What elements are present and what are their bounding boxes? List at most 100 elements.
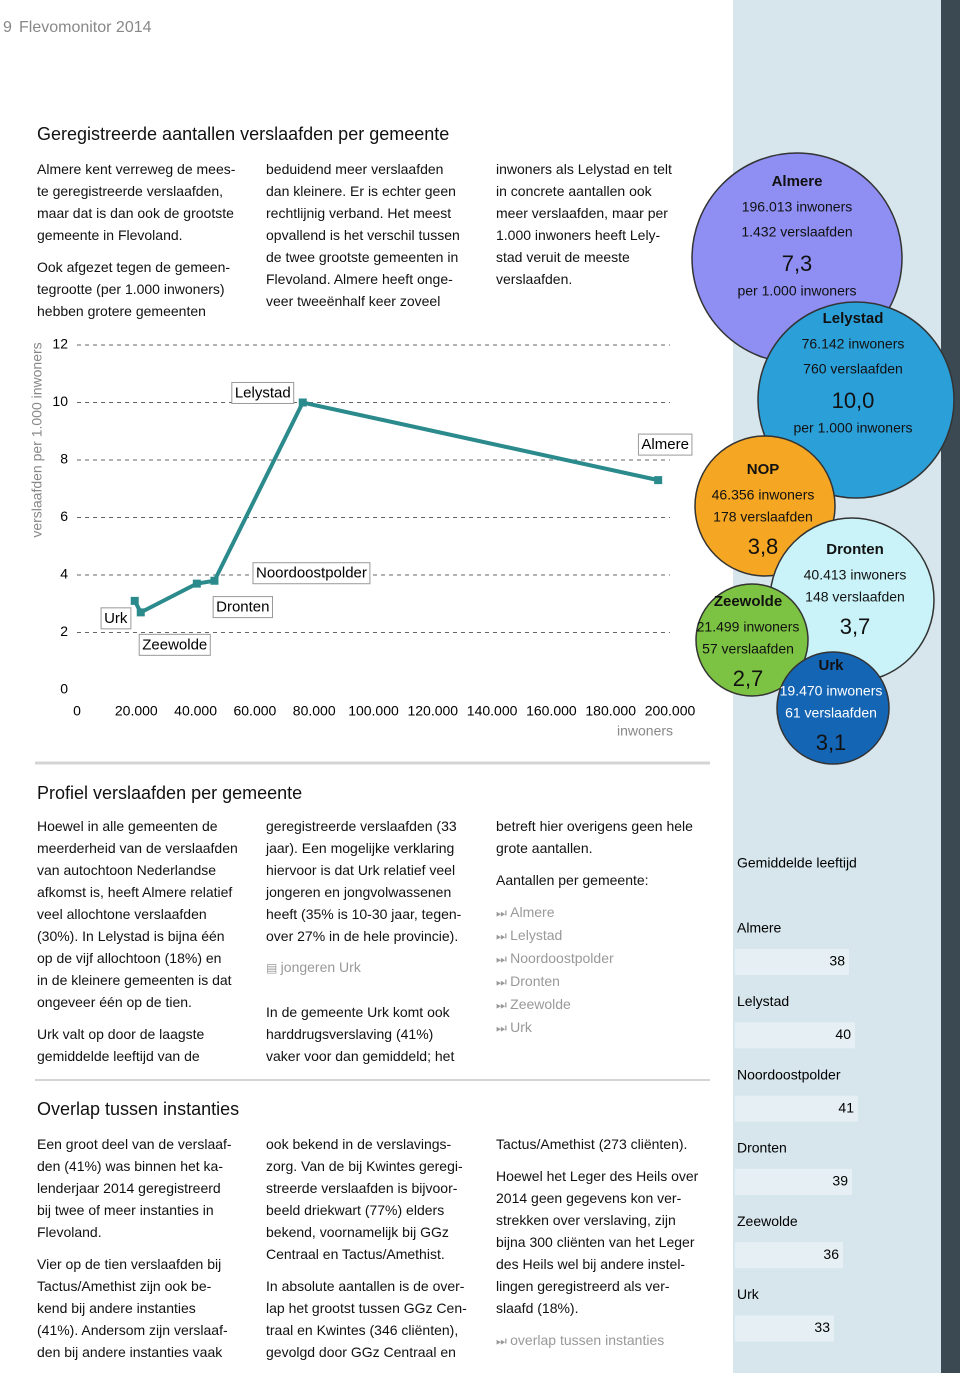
bubble-inwoners: 76.142 inwoners — [802, 336, 905, 352]
text-line: Aantallen per gemeente: — [496, 872, 649, 888]
data-point — [654, 476, 663, 485]
paragraph: Hoewel in alle gemeenten de meerderheid v… — [37, 815, 238, 1013]
link[interactable]: Noordoostpolder — [496, 947, 693, 970]
paragraph: Hoewel het Leger des Heils over 2014 geen… — [496, 1165, 698, 1319]
x-tick-label: 160.000 — [526, 703, 577, 719]
text-line: (41%). Andersom zijn verslaaf- — [37, 1322, 228, 1338]
value-label: 39 — [832, 1173, 848, 1189]
bubble-name: NOP — [747, 461, 780, 478]
paragraph: Tactus/Amethist (273 cliënten). — [496, 1133, 698, 1155]
section-title: Overlap tussen instanties — [37, 1099, 240, 1119]
y-tick-label: 4 — [60, 566, 68, 582]
bubble-verslaafden: 61 verslaafden — [785, 705, 877, 721]
text-line: gevolgd door GGz Centraal en — [266, 1344, 456, 1360]
link[interactable]: Zeewolde — [496, 993, 693, 1016]
text-line: streerde verslaafden is bijvoor- — [266, 1180, 458, 1196]
paragraph: inwoners als Lelystad en telt in concrete… — [496, 158, 672, 290]
text-line: 2014 geen gegevens kon ver- — [496, 1190, 682, 1206]
label-box — [212, 596, 274, 619]
x-tick-label: 140.000 — [467, 703, 518, 719]
text-line: dan kleinere. Er is echter geen — [266, 183, 456, 199]
text-line: slaafd (18%). — [496, 1300, 579, 1316]
text-line: geregistreerde verslaafden (33 — [266, 818, 457, 834]
text-line: inwoners als Lelystad en telt — [496, 161, 672, 177]
link[interactable]: Urk — [496, 1016, 693, 1039]
running-title: Flevomonitor 2014 — [19, 19, 152, 36]
x-tick-label: 20.000 — [115, 703, 158, 719]
paragraph: Aantallen per gemeente: — [496, 869, 693, 891]
paragraph: beduidend meer verslaafden dan kleinere. … — [266, 158, 460, 312]
text-line: den (41%) was binnen het ka- — [37, 1158, 223, 1174]
text-line: van autochtoon Nederlandse — [37, 862, 217, 878]
x-tick-label: 60.000 — [233, 703, 276, 719]
text-line: in de kleinere gemeenten is dat — [37, 972, 232, 988]
bubble-ratio: 3,8 — [748, 534, 779, 559]
x-tick-label: 120.000 — [407, 703, 458, 719]
link[interactable]: Lelystad — [496, 924, 693, 947]
bubble-ratio: 3,7 — [840, 614, 871, 639]
value-label: 36 — [823, 1246, 839, 1262]
bubble-ratio: 2,7 — [733, 666, 764, 691]
text-line: ook bekend in de verslavings- — [266, 1136, 452, 1152]
text-column: ook bekend in de verslavings-zorg. Van d… — [266, 1133, 467, 1373]
x-tick-label: 40.000 — [174, 703, 217, 719]
text-line: den bij andere instanties vaak — [37, 1344, 223, 1360]
text-line: Een groot deel van de verslaaf- — [37, 1136, 232, 1152]
text-line: zorg. Van de bij Kwintes geregi- — [266, 1158, 463, 1174]
text-column: Almere kent verreweg de mees-te geregist… — [37, 158, 235, 332]
text-line: gemiddelde leeftijd van de — [37, 1048, 200, 1064]
document-link[interactable]: jongeren Urk — [266, 956, 461, 979]
text-column: beduidend meer verslaafden dan kleinere. … — [266, 158, 460, 322]
bubble — [695, 583, 809, 697]
text-line: over 27% in de hele provincie). — [266, 928, 459, 944]
text-line: rechtlijnig verband. Het meest — [266, 205, 452, 221]
text-line: strekken over verslaving, zijn — [496, 1212, 676, 1228]
text-line: Hoewel het Leger des Heils over — [496, 1168, 699, 1184]
point-label: Noordoostpolder — [256, 565, 367, 582]
text-line: heeft (35% is 10-30 jaar, tegen- — [266, 906, 462, 922]
link[interactable]: Almere — [496, 901, 693, 924]
paragraph: In de gemeente Urk komt ook harddrugsvers… — [266, 1001, 461, 1067]
link[interactable]: overlap tussen instanties — [496, 1329, 698, 1352]
bar — [735, 1022, 855, 1049]
bubble — [776, 651, 890, 765]
text-line: Almere kent verreweg de mees- — [37, 161, 236, 177]
bubble-ratio: 3,1 — [816, 730, 847, 755]
text-column: inwoners als Lelystad en telt in concrete… — [496, 158, 672, 300]
value-label: 38 — [829, 953, 845, 969]
bubble-inwoners: 40.413 inwoners — [804, 567, 907, 583]
bubble-text: Zeewolde 21.499 inwoners 57 verslaafden 2,7 — [697, 593, 800, 691]
text-column: geregistreerde verslaafden (33 jaar). Een… — [266, 815, 461, 1077]
data-point — [130, 596, 139, 605]
paragraph: Ook afgezet tegen de gemeen-tegrootte (p… — [37, 256, 235, 322]
text-line: de twee grootste gemeenten in — [266, 249, 459, 265]
bubble-name: Dronten — [826, 541, 884, 558]
text-line: Flevoland. — [37, 1224, 102, 1240]
text-line: Centraal en Tactus/Amethist. — [266, 1246, 445, 1262]
value-label: 33 — [814, 1319, 830, 1335]
text-line: jaar). Een mogelijke verklaring — [266, 840, 455, 856]
text-line: In de gemeente Urk komt ook — [266, 1004, 450, 1020]
y-tick-label: 6 — [60, 508, 68, 524]
text-line: beeld driekwart (77%) elders — [266, 1202, 445, 1218]
text-line: kend bij andere instanties — [37, 1300, 196, 1316]
text-line: ongeveer één op de tien. — [37, 994, 192, 1010]
bubble-text: Lelystad 76.142 inwoners 760 verslaafden 10… — [793, 310, 912, 436]
text-column: Tactus/Amethist (273 cliënten). Hoewel he… — [496, 1133, 698, 1362]
value-label: 41 — [838, 1099, 854, 1115]
link[interactable]: Dronten — [496, 970, 693, 993]
y-tick-label: 2 — [60, 623, 68, 639]
text-line: op de vijf allochtoon (18%) en — [37, 950, 222, 966]
label-box — [100, 607, 132, 630]
text-line: meer verslaafden, maar per — [496, 205, 668, 221]
label-box — [252, 562, 371, 585]
bubble-name: Lelystad — [823, 310, 884, 327]
point-label: Almere — [641, 436, 689, 453]
x-tick-label: 200.000 — [645, 703, 696, 719]
label-box — [637, 433, 693, 456]
bubble-ratio: 7,3 — [782, 251, 813, 276]
text-line: bekend, voornamelijk bij GGz — [266, 1224, 449, 1240]
bubble-verslaafden: 1.432 verslaafden — [741, 224, 852, 240]
text-line: Tactus/Amethist (273 cliënten). — [496, 1136, 688, 1152]
